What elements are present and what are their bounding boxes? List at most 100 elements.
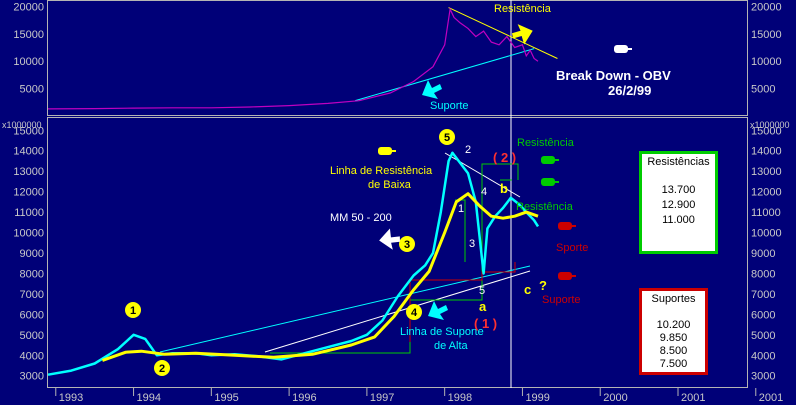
wave-marker-4: 4 [406, 304, 422, 320]
hand-pointer-icon [614, 45, 632, 53]
y-tick-label: 6000 [20, 309, 44, 321]
obv-line [47, 7, 539, 110]
y-tick-label: 8000 [20, 268, 44, 280]
y-tick-label: 15000 [13, 29, 44, 41]
obv-y-axis: 5000 5000 10000 10000 15000 15000 20000 20000 [13, 1, 781, 95]
red-step-line [409, 262, 516, 342]
suporte-value: 10.200 [656, 319, 691, 331]
breakdown-label: Break Down - OBV [556, 68, 671, 83]
wave-marker-1: 1 [125, 302, 141, 318]
hand-pointer-red-icon-2 [558, 272, 576, 280]
sub-wave-5: 5 [479, 285, 485, 297]
y-tick-label: 7000 [20, 289, 44, 301]
y-tick-label: 8000 [751, 268, 775, 280]
y-tick-label: 15000 [13, 125, 44, 137]
hand-pointer-green-icon [541, 156, 559, 164]
resistencias-title: Resistências [647, 156, 710, 168]
breakdown-date-label: 26/2/99 [608, 83, 651, 98]
wave-label-a: a [479, 299, 487, 314]
obv-trendline [448, 7, 558, 59]
wave-label-paren2: ( 2 ) [493, 150, 516, 165]
arrow-white-icon [379, 228, 400, 250]
x-tick-label: 1998 [448, 392, 472, 404]
y-tick-label: 12000 [13, 187, 44, 199]
y-tick-label: 15000 [751, 125, 782, 137]
y-tick-label: 11000 [14, 207, 44, 219]
obv-trendline [355, 48, 535, 102]
y-tick-label: 13000 [751, 166, 782, 178]
y-tick-label: 10000 [13, 56, 44, 68]
linha-suporte-label-2: de Alta [434, 340, 469, 352]
wave-marker-2: 2 [154, 360, 170, 376]
resistencia-mid-label: Resistência [516, 201, 574, 213]
y-tick-label: 3000 [20, 371, 44, 383]
sub-wave-4: 4 [481, 186, 487, 198]
resistencias-box: Resistências 13.700 12.900 11.000 [639, 151, 718, 254]
hand-pointer-red-icon [558, 222, 576, 230]
x-tick-label: 1996 [292, 392, 316, 404]
suporte-low-label: Suporte [542, 294, 581, 306]
wave-marker-5: 5 [439, 129, 455, 145]
sub-wave-1: 1 [458, 203, 464, 215]
x-tick-label: 2001 [759, 392, 783, 404]
resistencia-value: 12.900 [661, 199, 696, 211]
y-tick-label: 5000 [20, 330, 44, 342]
x-tick-label: 1995 [214, 392, 238, 404]
linha-suporte-label: Linha de Suporte [400, 326, 484, 338]
wave-label-question: ? [539, 278, 547, 293]
svg-text:3: 3 [404, 239, 410, 251]
green-step-line [270, 163, 519, 354]
y-tick-label: 5000 [751, 84, 775, 96]
arrow-yellow-icon [511, 24, 533, 45]
y-tick-label: 7000 [751, 289, 775, 301]
obv-panel-frame [47, 0, 748, 116]
wave-marker-3: 3 [399, 236, 415, 252]
support-trendline [159, 265, 531, 353]
price-panel-frame [47, 117, 748, 388]
linha-resistencia-label-2: de Baixa [368, 179, 412, 191]
y-tick-label: 3000 [751, 371, 775, 383]
y-tick-label: 12000 [751, 187, 782, 199]
hand-pointer-green-icon-2 [541, 178, 559, 186]
sub-wave-3: 3 [469, 238, 475, 250]
suporte-value: 7.500 [659, 358, 688, 370]
svg-text:1: 1 [130, 305, 136, 317]
price-series [47, 151, 540, 376]
x-tick-label: 1997 [370, 392, 394, 404]
x-axis: 1993 1994 1995 1996 1997 1998 1999 2000 2001 2001 [55, 388, 783, 404]
x-tick-label: 1999 [525, 392, 549, 404]
y-tick-label: 15000 [751, 29, 782, 41]
y-tick-label: 9000 [751, 248, 775, 260]
y-tick-label: 4000 [20, 350, 44, 362]
sporte-label: Sporte [556, 242, 588, 254]
wave-label-paren1: ( 1 ) [474, 316, 497, 331]
y-tick-label: 20000 [751, 1, 782, 13]
y-tick-label: 13000 [13, 166, 44, 178]
x-tick-label: 1993 [59, 392, 83, 404]
mm-label: MM 50 - 200 [330, 212, 392, 224]
y-tick-label: 10000 [751, 56, 782, 68]
wave-label-c: c [524, 282, 531, 297]
suporte-value: 8.500 [659, 345, 688, 357]
svg-text:4: 4 [411, 307, 418, 319]
svg-text:2: 2 [159, 363, 165, 375]
suporte-value: 9.850 [659, 332, 688, 344]
y-tick-label: 5000 [20, 84, 44, 96]
linha-resistencia-label: Linha de Resistência [330, 165, 433, 177]
y-tick-label: 10000 [751, 228, 782, 240]
arrow-cyan-icon-2 [428, 301, 448, 320]
y-tick-label: 4000 [751, 350, 775, 362]
y-tick-label: 9000 [20, 248, 44, 260]
y-tick-label: 5000 [751, 330, 775, 342]
obv-resistencia-label: Resistência [494, 3, 552, 15]
arrow-cyan-icon [422, 80, 442, 99]
resistencia-value: 13.700 [661, 184, 696, 196]
moving-average-line [101, 192, 539, 362]
price-y-axis: 3000 3000 4000 4000 5000 5000 6000 6000 7000 7000… [13, 125, 781, 382]
obv-trendlines [355, 7, 558, 102]
suportes-box: Suportes 10.200 9.850 8.500 7.500 [639, 288, 708, 375]
obv-suporte-label: Suporte [430, 100, 469, 112]
y-tick-label: 11000 [751, 207, 781, 219]
obv-series [47, 7, 539, 110]
